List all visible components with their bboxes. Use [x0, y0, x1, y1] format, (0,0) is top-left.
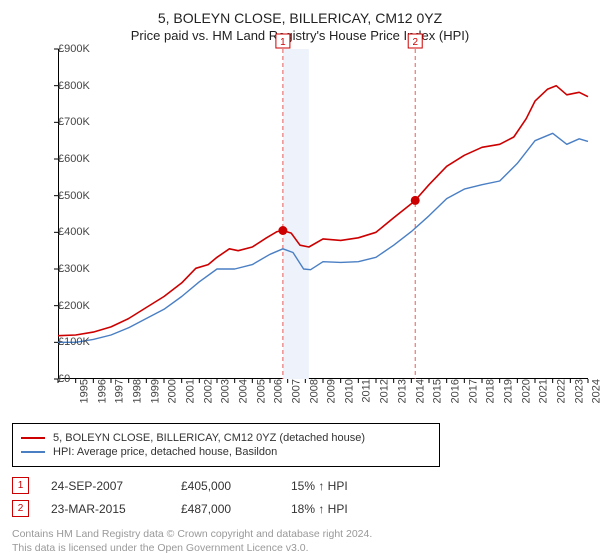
x-tick-label: 1999 — [145, 379, 161, 403]
sale-hpi: 15% ↑ HPI — [291, 479, 421, 493]
svg-text:2: 2 — [412, 37, 418, 48]
legend-label: 5, BOLEYN CLOSE, BILLERICAY, CM12 0YZ (d… — [53, 432, 365, 444]
sale-price: £487,000 — [181, 502, 291, 516]
y-tick-label: £600K — [58, 153, 62, 165]
sale-date: 23-MAR-2015 — [51, 502, 181, 516]
x-tick-label: 2016 — [445, 379, 461, 403]
legend-item-hpi: HPI: Average price, detached house, Basi… — [21, 446, 431, 458]
legend-box: 5, BOLEYN CLOSE, BILLERICAY, CM12 0YZ (d… — [12, 423, 440, 467]
x-tick-label: 2014 — [410, 379, 426, 403]
y-tick-label: £700K — [58, 116, 62, 128]
chart-title: 5, BOLEYN CLOSE, BILLERICAY, CM12 0YZ — [12, 10, 588, 26]
legend-swatch — [21, 437, 45, 439]
x-tick-label: 2004 — [233, 379, 249, 403]
footer-line: Contains HM Land Registry data © Crown c… — [12, 527, 588, 541]
footer: Contains HM Land Registry data © Crown c… — [12, 527, 588, 555]
x-tick-label: 2013 — [392, 379, 408, 403]
sale-row: 1 24-SEP-2007 £405,000 15% ↑ HPI — [12, 477, 588, 494]
x-tick-label: 1998 — [127, 379, 143, 403]
svg-text:1: 1 — [280, 37, 286, 48]
x-tick-label: 2019 — [498, 379, 514, 403]
y-tick-label: £900K — [58, 43, 62, 55]
x-tick-label: 1995 — [74, 379, 90, 403]
x-tick-label: 1996 — [92, 379, 108, 403]
x-tick-label: 2017 — [463, 379, 479, 403]
y-tick-label: £400K — [58, 226, 62, 238]
chart-svg: 12 — [12, 49, 588, 379]
x-tick-label: 2010 — [339, 379, 355, 403]
sale-marker-icon: 1 — [12, 477, 29, 494]
x-tick-label: 2009 — [322, 379, 338, 403]
y-tick-label: £0 — [58, 373, 62, 385]
legend-item-price-paid: 5, BOLEYN CLOSE, BILLERICAY, CM12 0YZ (d… — [21, 432, 431, 444]
x-tick-label: 2000 — [163, 379, 179, 403]
x-tick-label: 2005 — [251, 379, 267, 403]
y-tick-label: £200K — [58, 300, 62, 312]
y-tick-label: £300K — [58, 263, 62, 275]
x-tick-label: 2006 — [269, 379, 285, 403]
x-tick-label: 2024 — [587, 379, 600, 403]
legend-swatch — [21, 451, 45, 453]
x-tick-label: 2020 — [516, 379, 532, 403]
sale-price: £405,000 — [181, 479, 291, 493]
x-tick-label: 2003 — [216, 379, 232, 403]
x-tick-label: 2001 — [180, 379, 196, 403]
footer-line: This data is licensed under the Open Gov… — [12, 541, 588, 555]
sale-row: 2 23-MAR-2015 £487,000 18% ↑ HPI — [12, 500, 588, 517]
x-tick-label: 2021 — [534, 379, 550, 403]
x-tick-label: 2012 — [375, 379, 391, 403]
sale-hpi: 18% ↑ HPI — [291, 502, 421, 516]
x-tick-label: 2011 — [356, 379, 372, 403]
x-tick-label: 2002 — [198, 379, 214, 403]
y-tick-label: £500K — [58, 190, 62, 202]
x-tick-label: 2022 — [551, 379, 567, 403]
sale-records: 1 24-SEP-2007 £405,000 15% ↑ HPI 2 23-MA… — [12, 477, 588, 517]
x-tick-label: 1997 — [110, 379, 126, 403]
y-tick-label: £800K — [58, 80, 62, 92]
sale-date: 24-SEP-2007 — [51, 479, 181, 493]
x-tick-label: 2023 — [569, 379, 585, 403]
x-tick-label: 2015 — [428, 379, 444, 403]
sale-marker-icon: 2 — [12, 500, 29, 517]
legend-label: HPI: Average price, detached house, Basi… — [53, 446, 277, 458]
x-tick-label: 2008 — [304, 379, 320, 403]
y-tick-label: £100K — [58, 336, 62, 348]
x-tick-label: 2007 — [286, 379, 302, 403]
x-tick-label: 2018 — [481, 379, 497, 403]
plot-area: 12 £0£100K£200K£300K£400K£500K£600K£700K… — [12, 49, 588, 379]
chart-subtitle: Price paid vs. HM Land Registry's House … — [12, 28, 588, 43]
